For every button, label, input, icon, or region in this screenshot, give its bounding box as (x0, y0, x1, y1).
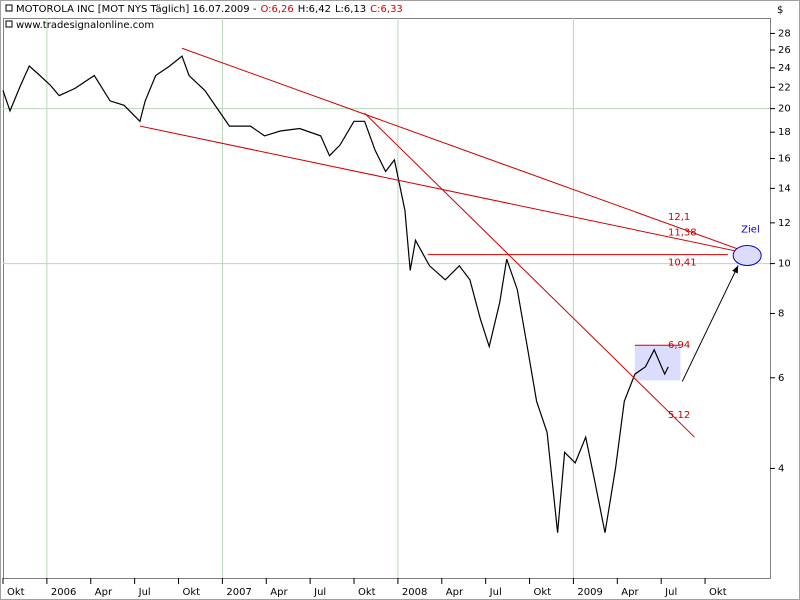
target-arrow (681, 265, 739, 382)
target (732, 244, 762, 266)
chart-title: MOTOROLA INC [MOT NYS Täglich] 16.07.200… (16, 4, 257, 15)
y-tick-label: 24 (778, 63, 791, 74)
x-tick-label: 2007 (226, 587, 251, 598)
zone (634, 345, 681, 381)
x-tick-label: Jul (138, 587, 151, 598)
y-tick-label: 4 (778, 463, 784, 474)
x-tick-label: Apr (446, 587, 464, 598)
quote-value: L:6,13 (335, 4, 366, 15)
y-tick-label: 6 (778, 373, 784, 384)
y-tick-label: 14 (778, 183, 791, 194)
level-label: 10,41 (668, 258, 697, 269)
trend-line (181, 47, 755, 256)
level-label: 11,38 (668, 228, 697, 239)
currency: $ (777, 5, 783, 16)
x-tick-label: Okt (709, 587, 727, 598)
y-tick-label: 18 (778, 127, 791, 138)
quote-value: C:6,33 (370, 4, 403, 15)
trend-line (364, 112, 695, 438)
y-tick-label: 16 (778, 154, 791, 165)
x-tick-label: 2006 (51, 587, 76, 598)
level-label: 5,12 (668, 410, 690, 421)
x-tick-label: Okt (183, 587, 201, 598)
y-tick-label: 10 (778, 259, 791, 270)
x-tick-label: Apr (270, 587, 288, 598)
x-tick-label: Jul (489, 587, 502, 598)
y-tick-label: 12 (778, 218, 791, 229)
plot-border (3, 18, 771, 579)
x-tick-label: Jul (313, 587, 326, 598)
level-label: 12,1 (668, 212, 690, 223)
x-tick-label: Okt (358, 587, 376, 598)
x-tick-label: 2008 (402, 587, 427, 598)
y-tick-label: 8 (778, 308, 784, 319)
x-tick-label: 2009 (577, 587, 602, 598)
x-tick-label: Okt (7, 587, 25, 598)
x-tick-label: Jul (664, 587, 677, 598)
icon (5, 20, 13, 28)
x-tick-label: Apr (95, 587, 113, 598)
arrow-head (732, 265, 739, 274)
trend-line (139, 125, 755, 256)
quote-value: H:6,42 (298, 4, 331, 15)
y-tick-label: 22 (778, 82, 791, 93)
price-line (2, 55, 669, 533)
quote-value: O:6,26 (260, 4, 293, 15)
x-tick-label: Apr (621, 587, 639, 598)
y-tick-label: 20 (778, 104, 791, 115)
y-tick-label: 26 (778, 45, 791, 56)
target-label: Ziel (741, 224, 760, 235)
icon (5, 4, 13, 12)
subtitle: www.tradesignalonline.com (16, 20, 154, 31)
level-label: 6,94 (668, 340, 690, 351)
x-tick-label: Okt (534, 587, 552, 598)
y-tick-label: 28 (778, 28, 791, 39)
